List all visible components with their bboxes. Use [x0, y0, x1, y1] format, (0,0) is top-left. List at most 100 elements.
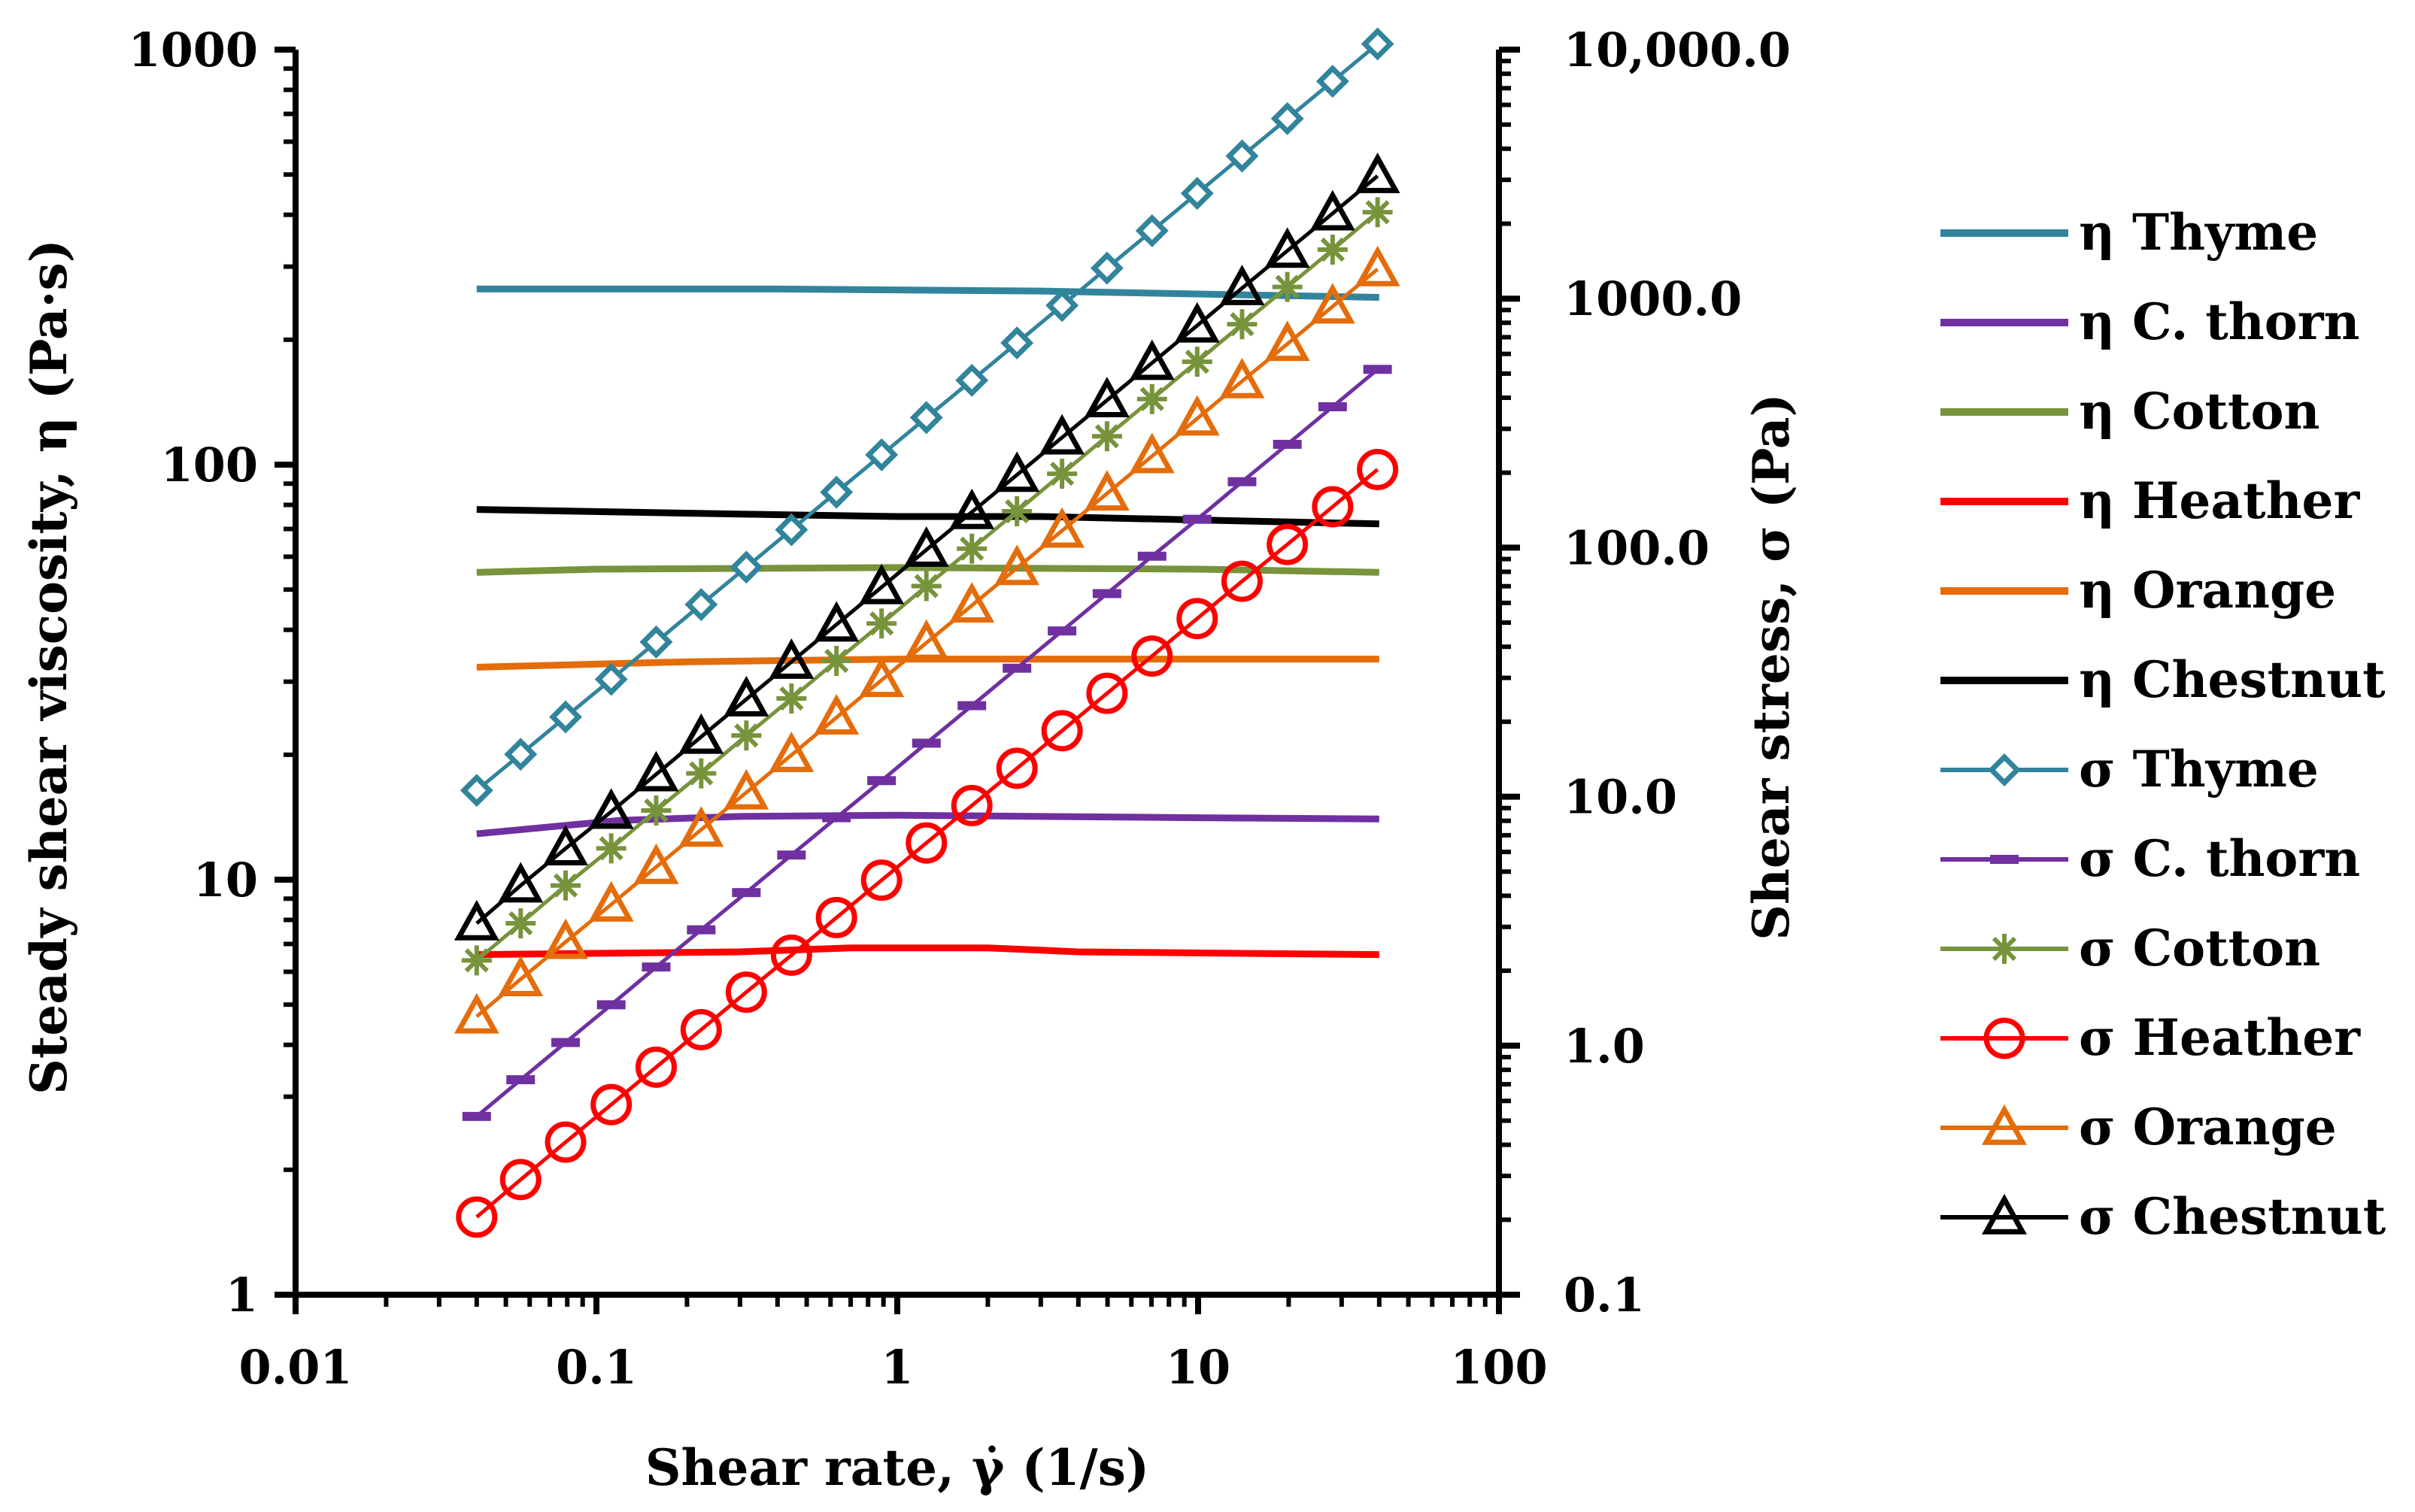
data-point-cotton [1047, 459, 1078, 489]
data-point-cotton [1091, 421, 1122, 452]
data-point-thyme [775, 513, 809, 547]
data-point-heather [996, 747, 1038, 789]
data-point-thyme [460, 774, 493, 808]
data-point-heather [545, 1121, 587, 1163]
data-point-c-thorn [1137, 551, 1167, 561]
data-point-chestnut [814, 601, 860, 642]
data-point-cotton [596, 833, 627, 864]
axes [275, 47, 1520, 1314]
data-point-heather [1221, 560, 1263, 602]
data-point-c-thorn [1227, 477, 1257, 486]
data-point-heather [499, 1159, 542, 1201]
series-thyme [460, 27, 1394, 808]
x-tick-label: 0.01 [238, 1340, 352, 1395]
legend-marker [1989, 934, 2019, 964]
data-point-chestnut [724, 675, 769, 717]
legend: η Thyme η C. thorn η Cotton η Heather η Oran… [1940, 203, 2386, 1246]
x-tick-label: 1 [881, 1340, 913, 1395]
data-point-cotton [731, 720, 762, 751]
legend-item-chestnut: η Chestnut [1940, 650, 2386, 709]
data-point-cotton [1272, 271, 1303, 302]
series-heather [456, 448, 1399, 1238]
data-point-heather [1357, 448, 1399, 490]
data-point-orange [588, 880, 634, 922]
data-point-thyme [909, 401, 943, 435]
legend-marker [1982, 1193, 2027, 1235]
data-point-c-thorn [912, 738, 941, 748]
legend-item-c-thorn: σ C. thorn [1940, 829, 2360, 888]
legend-label: η Heather [2079, 471, 2361, 530]
legend-item-thyme: σ Thyme [1940, 740, 2319, 798]
data-point-cotton [776, 683, 807, 714]
data-point-heather [1041, 710, 1083, 752]
data-point-chestnut [1084, 377, 1130, 417]
data-point-cotton [641, 795, 672, 826]
series-orange [454, 245, 1400, 1034]
data-point-chestnut [498, 862, 544, 903]
legend-item-c-thorn: η C. thorn [1940, 292, 2360, 351]
data-point-c-thorn [506, 1075, 535, 1085]
data-point-heather [1131, 635, 1173, 677]
data-point-chestnut [949, 488, 995, 529]
data-point-thyme [1000, 326, 1034, 360]
data-point-orange [903, 619, 949, 660]
data-point-orange [769, 731, 815, 772]
y-axis-title: Steady shear viscosity, η (Pa·s) [20, 239, 78, 1095]
legend-label: σ C. thorn [2079, 829, 2360, 888]
legend-label: σ Orange [2079, 1098, 2337, 1156]
data-point-heather [590, 1083, 633, 1126]
data-point-chestnut [1129, 339, 1175, 380]
data-point-c-thorn [551, 1038, 581, 1047]
data-point-orange [498, 956, 544, 997]
data-point-heather [860, 859, 903, 901]
legend-marker [1990, 855, 2019, 864]
data-point-chestnut [543, 825, 588, 866]
data-point-thyme [504, 738, 538, 771]
series-cotton [461, 197, 1393, 976]
legend-label: σ Chestnut [2079, 1187, 2386, 1246]
data-point-c-thorn [642, 962, 671, 972]
data-point-chestnut [859, 563, 905, 604]
data-point-cotton [1317, 234, 1348, 265]
legend-label: σ Thyme [2079, 740, 2319, 798]
legend-item-orange: η Orange [1940, 561, 2336, 620]
data-point-c-thorn [687, 925, 716, 935]
data-point-orange [949, 582, 995, 623]
data-point-thyme [1180, 177, 1214, 211]
series-chestnut [454, 152, 1400, 941]
data-point-orange [814, 694, 860, 735]
series-line-heather [476, 944, 1379, 959]
data-point-c-thorn [777, 850, 806, 860]
data-point-orange [1355, 245, 1400, 286]
x-tick-label: 100 [1450, 1340, 1547, 1395]
x-axis-title: Shear rate, γ̇ (1/s) [645, 1438, 1149, 1497]
y2-tick-label: 0.1 [1564, 1268, 1645, 1323]
legend-marker [1988, 753, 2021, 786]
data-point-heather [1267, 523, 1309, 565]
data-point-orange [633, 843, 679, 884]
data-point-thyme [639, 625, 673, 659]
legend-item-chestnut: σ Chestnut [1940, 1187, 2386, 1246]
y2-tick-label: 100.0 [1564, 520, 1710, 575]
data-point-heather [635, 1046, 677, 1088]
data-point-c-thorn [596, 1000, 626, 1010]
data-point-c-thorn [732, 888, 761, 898]
data-point-chestnut [1355, 152, 1400, 193]
data-point-cotton [1362, 197, 1393, 228]
data-point-orange [1264, 320, 1310, 362]
data-point-orange [543, 918, 588, 959]
data-point-heather [770, 934, 812, 976]
data-point-orange [678, 806, 724, 847]
y2-axis-title: Shear stress, σ (Pa) [1742, 393, 1801, 941]
data-point-cotton [957, 533, 988, 564]
viscosity-series-group [476, 285, 1379, 959]
data-point-heather [1176, 598, 1218, 640]
data-point-cotton [505, 908, 536, 939]
data-point-cotton [551, 870, 581, 901]
y-tick-label: 1000 [128, 23, 258, 77]
y-tick-label: 1 [226, 1268, 258, 1323]
x-tick-label: 0.1 [556, 1340, 637, 1395]
data-point-c-thorn [867, 776, 897, 786]
data-point-orange [859, 656, 905, 698]
data-point-orange [1039, 507, 1085, 548]
